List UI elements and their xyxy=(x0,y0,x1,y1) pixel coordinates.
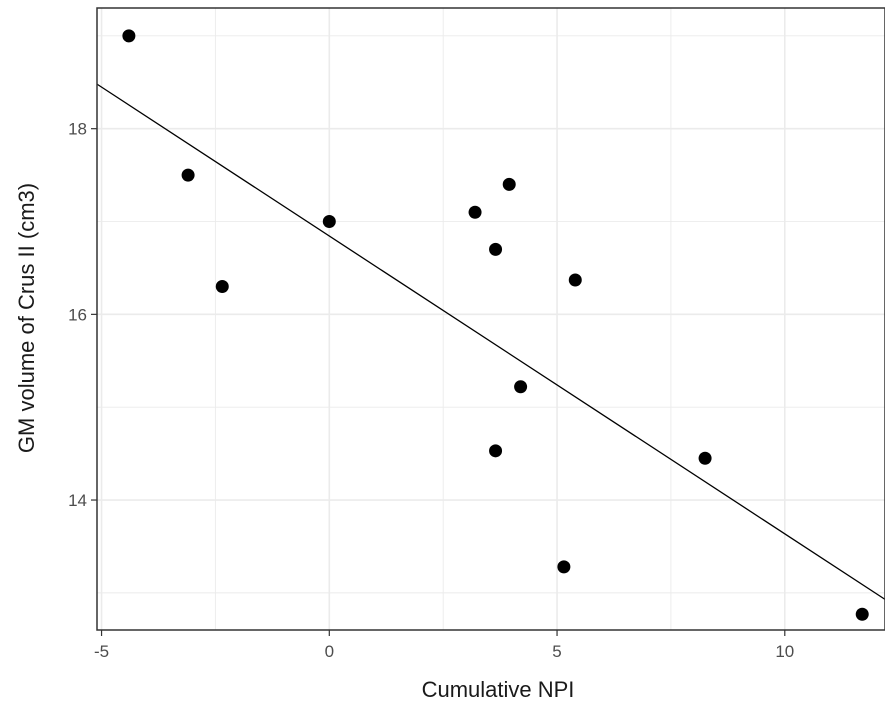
data-point xyxy=(122,29,136,43)
x-tick-label: 10 xyxy=(775,642,794,661)
y-tick-label: 16 xyxy=(68,305,87,324)
data-point xyxy=(489,444,503,458)
data-points xyxy=(122,29,869,621)
x-tick-label: 5 xyxy=(552,642,561,661)
data-point xyxy=(215,280,229,294)
plot-panel-border xyxy=(96,7,885,631)
y-tick-label: 14 xyxy=(68,491,87,510)
axis-ticks: -5 0 5 10 14 16 18 xyxy=(68,120,794,661)
x-tick-label: 0 xyxy=(325,642,334,661)
y-tick-label: 18 xyxy=(68,120,87,139)
data-point xyxy=(181,168,195,182)
y-axis-title: GM volume of Crus II (cm3) xyxy=(14,183,39,453)
x-axis-title: Cumulative NPI xyxy=(422,677,575,702)
x-tick-label: -5 xyxy=(94,642,109,661)
grid-lines xyxy=(97,8,885,630)
data-point xyxy=(514,380,528,394)
regression-line xyxy=(96,83,885,600)
data-point xyxy=(322,215,336,229)
data-point xyxy=(468,205,482,219)
data-point xyxy=(698,451,712,465)
data-point xyxy=(489,242,503,256)
data-point xyxy=(855,607,869,621)
data-point xyxy=(557,560,571,574)
data-point xyxy=(568,273,582,287)
regression-line-group xyxy=(96,83,885,600)
data-point xyxy=(502,177,516,191)
